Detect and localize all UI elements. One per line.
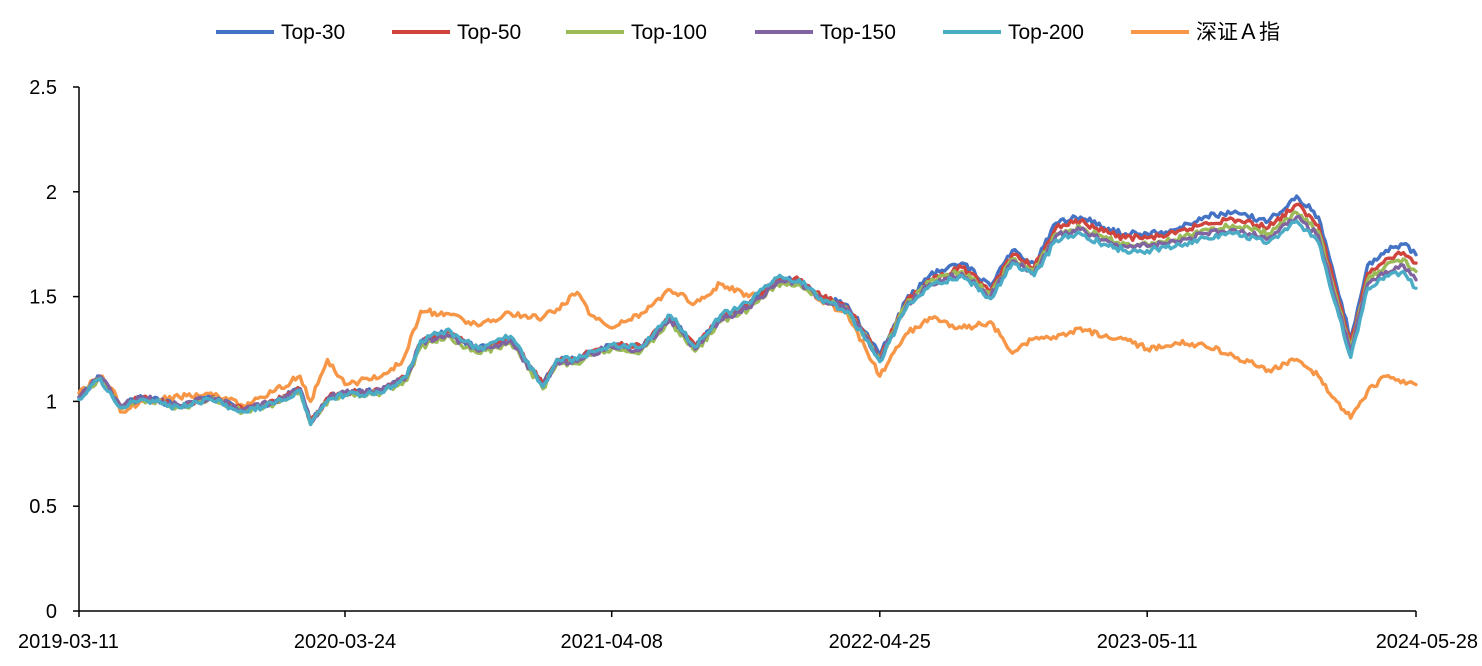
x-tick-label: 2022-04-25 (829, 631, 931, 653)
x-tick-label: 2021-04-08 (561, 631, 663, 653)
x-axis: 2019-03-11 2020-03-24 2021-04-08 2022-04-25… (18, 610, 1478, 653)
y-tick-label: 1.5 (29, 287, 57, 309)
legend-label: Top-150 (820, 21, 896, 44)
series-layer (77, 194, 1418, 427)
y-tick-label: 0 (46, 601, 57, 623)
y-axis: 0 0.5 1 1.5 2 2.5 (29, 77, 80, 623)
legend-label: Top-30 (281, 21, 345, 44)
y-tick-label: 2.5 (29, 77, 57, 99)
x-tick-label: 2020-03-24 (294, 631, 396, 653)
x-tick-label: 2023-05-11 (1097, 631, 1198, 653)
y-tick-label: 0.5 (29, 496, 57, 518)
legend-label: Top-200 (1008, 21, 1084, 44)
y-tick-label: 2 (46, 182, 57, 204)
x-tick-label: 2019-03-11 (18, 631, 119, 653)
series-line-6 (77, 277, 1418, 420)
y-tick-label: 1 (46, 391, 57, 413)
series-line-5 (77, 219, 1418, 427)
legend-label: 深证Ａ指 (1196, 21, 1280, 44)
series-line-4 (77, 214, 1418, 425)
x-tick-label: 2024-05-28 (1376, 631, 1478, 653)
legend-label: Top-50 (457, 21, 521, 44)
legend: Top-30 Top-50 Top-100 Top-150 Top-200 深证Ａ指 (216, 21, 1280, 44)
series-line-3 (77, 210, 1418, 427)
legend-label: Top-100 (631, 21, 707, 44)
